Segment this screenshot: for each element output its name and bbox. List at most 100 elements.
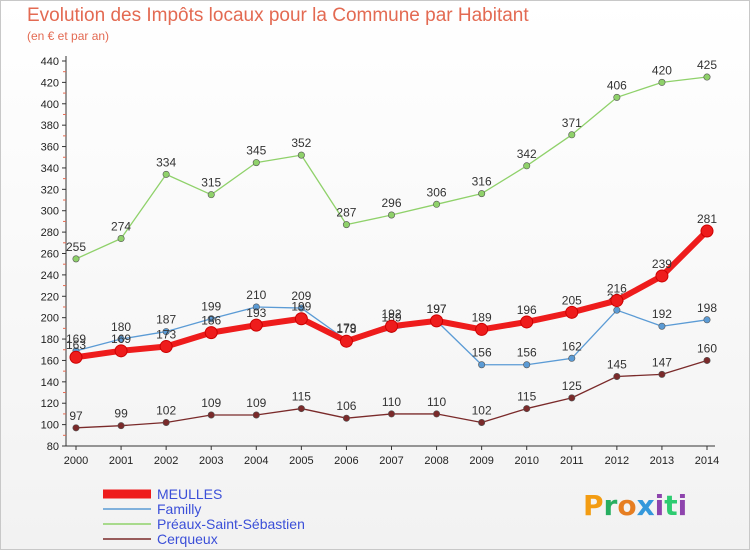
data-label: 169 [66, 332, 86, 346]
data-point [117, 235, 125, 243]
data-point [297, 304, 305, 312]
data-point [207, 315, 215, 323]
data-label: 287 [336, 206, 356, 220]
data-point [252, 303, 260, 311]
data-label: 102 [156, 403, 176, 417]
data-label: 198 [697, 301, 717, 315]
data-label: 197 [427, 302, 447, 316]
data-label: 420 [652, 63, 672, 77]
data-point [204, 326, 218, 340]
y-tick-label: 380 [41, 120, 59, 132]
y-tick-label: 300 [41, 206, 59, 218]
data-point [159, 340, 173, 354]
x-tick-label: 2000 [64, 455, 88, 467]
data-label: 210 [246, 288, 266, 302]
y-tick-label: 400 [41, 99, 59, 111]
data-label: 169 [111, 332, 131, 346]
data-point [433, 200, 441, 208]
y-tick-label: 340 [41, 163, 59, 175]
data-label: 199 [201, 300, 221, 314]
data-point [658, 370, 666, 378]
data-label: 189 [472, 310, 492, 324]
data-point [433, 410, 441, 418]
chart-subtitle: (en € et par an) [27, 29, 110, 43]
data-point [703, 316, 711, 324]
data-point [387, 410, 395, 418]
y-tick-label: 180 [41, 334, 59, 346]
data-label: 342 [517, 147, 537, 161]
y-tick-label: 100 [41, 420, 59, 432]
x-tick-label: 2008 [424, 455, 448, 467]
data-label: 239 [652, 257, 672, 271]
data-point [475, 322, 489, 336]
data-point [72, 424, 80, 432]
data-point [294, 312, 308, 326]
data-label: 255 [66, 240, 86, 254]
data-label: 425 [697, 58, 717, 72]
data-label: 160 [697, 341, 717, 355]
data-label: 110 [382, 395, 401, 409]
data-point [703, 356, 711, 364]
y-tick-label: 260 [41, 249, 59, 261]
data-label: 192 [652, 307, 672, 321]
data-point [568, 354, 576, 362]
data-label: 345 [246, 144, 266, 158]
data-label: 306 [427, 185, 447, 199]
data-point [700, 224, 714, 238]
data-label: 109 [201, 396, 221, 410]
data-point [162, 418, 170, 426]
data-point [613, 372, 621, 380]
data-point [568, 131, 576, 139]
data-point [658, 322, 666, 330]
data-point [342, 221, 350, 229]
data-point [703, 73, 711, 81]
data-point [342, 414, 350, 422]
data-label: 110 [427, 395, 446, 409]
data-point [478, 190, 486, 198]
data-label: 106 [336, 399, 356, 413]
data-label: 156 [517, 346, 537, 360]
data-label: 316 [472, 175, 492, 189]
x-tick-label: 2006 [334, 455, 358, 467]
data-label: 187 [156, 313, 176, 327]
data-label: 162 [562, 339, 582, 353]
x-tick-label: 2005 [289, 455, 313, 467]
x-tick-label: 2001 [109, 455, 133, 467]
data-label: 216 [607, 282, 627, 296]
data-label: 196 [517, 303, 537, 317]
data-point [114, 344, 128, 358]
data-label: 186 [201, 314, 221, 328]
x-tick-label: 2014 [695, 455, 719, 467]
data-label: 109 [246, 396, 266, 410]
data-label: 199 [291, 300, 311, 314]
data-point [162, 328, 170, 336]
data-label: 125 [562, 379, 582, 393]
data-point [69, 350, 83, 364]
y-tick-label: 120 [41, 398, 59, 410]
data-label: 97 [69, 409, 83, 423]
data-label: 115 [292, 390, 311, 404]
data-point [252, 159, 260, 167]
data-point [385, 319, 398, 333]
legend-label: MEULLES [157, 486, 222, 502]
y-tick-label: 320 [41, 184, 59, 196]
data-point [162, 170, 170, 178]
data-label: 179 [336, 321, 356, 335]
legend-label: Cerqueux [157, 531, 218, 547]
data-label: 281 [697, 212, 717, 226]
data-point [72, 255, 80, 263]
data-point [613, 93, 621, 101]
y-tick-label: 200 [41, 313, 59, 325]
data-point [478, 418, 486, 426]
data-point [207, 411, 215, 419]
x-tick-label: 2013 [650, 455, 674, 467]
data-point [523, 162, 531, 170]
data-point [249, 318, 263, 332]
x-tick-label: 2009 [469, 455, 493, 467]
data-label: 115 [517, 390, 536, 404]
data-label: 197 [427, 302, 447, 316]
data-label: 173 [156, 328, 176, 342]
x-tick-label: 2011 [560, 455, 584, 467]
y-tick-label: 440 [41, 56, 59, 68]
